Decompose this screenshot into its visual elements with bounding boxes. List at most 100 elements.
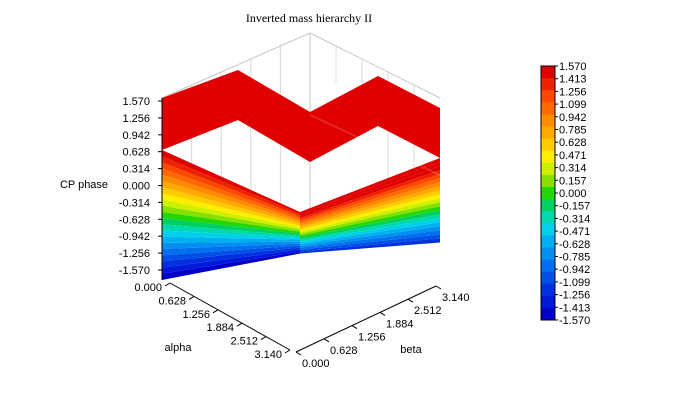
- surface-band-right: [300, 230, 440, 250]
- frame-line: [161, 32, 311, 99]
- y-tick-label: 0.628: [330, 345, 358, 357]
- z-axis: CP phase 1.570 1.256 0.942 0.628 0.314 0.000 -…: [60, 96, 163, 280]
- z-tick-label: -1.570: [119, 265, 150, 277]
- surface-band-left: [162, 162, 300, 218]
- z-tick-label: 0.314: [122, 164, 150, 176]
- y-tick-label: 0.000: [302, 358, 330, 370]
- surface-band-left: [162, 193, 300, 228]
- colorbar-segment: [541, 223, 555, 236]
- x-tick: [236, 322, 243, 327]
- colorbar-segment: [541, 211, 555, 224]
- colorbar-segment: [541, 90, 555, 103]
- surface-band-right: [300, 206, 440, 238]
- x-tick-label: 3.140: [254, 349, 282, 361]
- surface-seam: [309, 114, 441, 176]
- surface-band-right: [300, 210, 440, 240]
- surface-band-left: [162, 187, 300, 226]
- surface-band-left: [162, 180, 300, 224]
- y-tick-label: 1.884: [386, 318, 414, 330]
- z-axis-label: CP phase: [60, 179, 108, 191]
- surface-band-left: [162, 168, 300, 220]
- colorbar-segment: [541, 126, 555, 140]
- x-tick-label: 1.884: [206, 322, 234, 334]
- surface-band-right: [300, 186, 440, 228]
- z-tick-label: 0.628: [122, 147, 150, 159]
- y-tick: [379, 311, 386, 316]
- surface-band-right: [300, 178, 440, 224]
- colorbar-label: 0.942: [559, 112, 587, 124]
- surface-band-left: [162, 245, 300, 262]
- colorbar-segment: [541, 162, 555, 176]
- surface-band-left: [162, 218, 300, 236]
- x-tick-label: 1.256: [182, 309, 210, 321]
- x-axis-label: alpha: [165, 342, 193, 354]
- y-tick-label: 3.140: [442, 292, 470, 304]
- colorbar-label: -0.471: [559, 226, 590, 238]
- colorbar-label: -0.785: [559, 252, 590, 264]
- surface-band-right: [300, 222, 440, 246]
- surface-band-right: [300, 214, 440, 242]
- colorbar-segment: [541, 295, 555, 309]
- surface-band-left: [162, 251, 300, 280]
- surface-band-left: [162, 243, 300, 256]
- colorbar-label: 0.000: [559, 188, 587, 200]
- x-tick: [164, 282, 171, 287]
- colorbar-segment: [541, 199, 555, 212]
- z-tick-label: 0.942: [122, 130, 150, 142]
- surface-band-left: [162, 230, 300, 240]
- surface-band-left: [162, 211, 300, 234]
- colorbar-label: -0.157: [559, 201, 590, 213]
- y-tick: [435, 285, 442, 290]
- colorbar-label: -1.099: [559, 277, 590, 289]
- colorbar-label: 0.628: [559, 137, 587, 149]
- surface-band-right: [300, 162, 440, 216]
- z-tick-label: -1.256: [119, 248, 150, 260]
- x-axis-line: [169, 282, 291, 351]
- colorbar-segment: [541, 271, 555, 285]
- x-tick-label: 2.512: [230, 336, 258, 348]
- colorbar-label: -0.628: [559, 239, 590, 251]
- surface-band-right: [300, 218, 440, 244]
- y-axis-line: [295, 285, 437, 353]
- surface-top: [162, 70, 440, 162]
- surface-layer: [162, 70, 441, 280]
- surface-band-right: [300, 194, 440, 232]
- colorbar-label: 0.785: [559, 125, 587, 137]
- y-tick-label: 2.512: [414, 305, 442, 317]
- y-axis-label: beta: [400, 344, 422, 356]
- colorbar-label: 0.314: [559, 163, 587, 175]
- surface-band-right: [300, 158, 440, 214]
- x-tick: [260, 336, 267, 341]
- surface-band-right: [300, 198, 440, 234]
- x-tick: [212, 309, 219, 314]
- colorbar-segment: [541, 114, 555, 127]
- surface-band-right: [300, 202, 440, 236]
- y-tick: [295, 351, 302, 356]
- z-tick-label: 1.256: [122, 113, 150, 125]
- z-tick-label: 0.000: [122, 181, 150, 193]
- x-tick: [188, 295, 195, 300]
- surface-band-right: [300, 174, 440, 222]
- colorbar-segment: [541, 186, 555, 200]
- y-tick-label: 1.256: [358, 332, 386, 344]
- colorbar-segment: [541, 235, 555, 248]
- surface-band-left: [162, 150, 300, 214]
- surface-band-left: [162, 224, 300, 238]
- chart-title: Inverted mass hierarchy II: [246, 11, 372, 25]
- colorbar-label: 1.413: [559, 74, 587, 86]
- x-tick-label: 0.628: [158, 295, 186, 307]
- surface-band-left: [162, 249, 300, 274]
- surface-band-left: [162, 241, 300, 250]
- colorbar-label: -0.314: [559, 213, 590, 225]
- y-tick: [407, 298, 414, 303]
- surface-band-right: [300, 170, 440, 220]
- y-tick: [323, 338, 330, 343]
- colorbar-label: 1.099: [559, 99, 587, 111]
- colorbar-segment: [541, 66, 555, 79]
- surface-band-right: [300, 238, 440, 254]
- colorbar-label: 1.256: [559, 86, 587, 98]
- colorbar-label: -1.256: [559, 290, 590, 302]
